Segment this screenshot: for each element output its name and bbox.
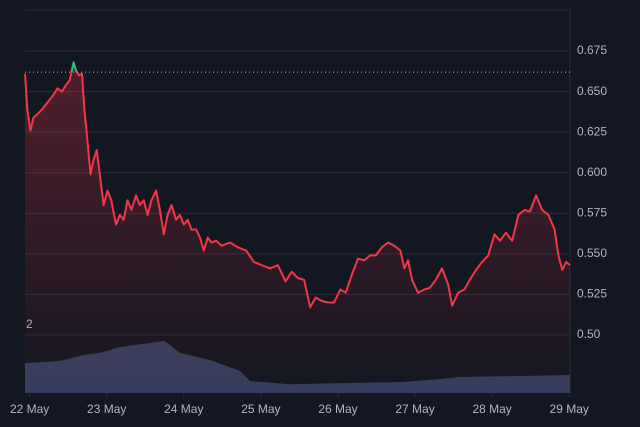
x-tick-label: 23 May (87, 402, 126, 416)
x-tick-label: 28 May (472, 402, 511, 416)
x-tick-label: 29 May (550, 402, 589, 416)
x-tick-label: 24 May (164, 402, 203, 416)
y-tick-label: 0.650 (577, 84, 607, 98)
y-tick-label: 0.575 (577, 205, 607, 219)
price-area (25, 62, 570, 394)
y-tick-label: 0.50 (577, 327, 601, 341)
x-tick-label: 22 May (10, 402, 49, 416)
y-tick-label: 0.625 (577, 124, 607, 138)
x-tick-label: 27 May (395, 402, 434, 416)
x-tick-label: 25 May (241, 402, 280, 416)
y-tick-label: 0.675 (577, 43, 607, 57)
y-tick-label: 0.525 (577, 287, 607, 301)
y-tick-label: 0.600 (577, 165, 607, 179)
x-tick-label: 26 May (318, 402, 357, 416)
price-line (24, 61, 571, 309)
y-tick-label: 0.550 (577, 246, 607, 260)
